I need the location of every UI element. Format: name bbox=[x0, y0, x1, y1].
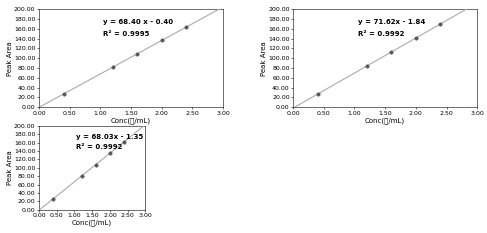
Text: y = 68.40 x - 0.40: y = 68.40 x - 0.40 bbox=[103, 19, 173, 25]
Point bbox=[92, 163, 100, 167]
Text: y = 68.03x - 1.35: y = 68.03x - 1.35 bbox=[76, 134, 144, 140]
Text: R² = 0.9992: R² = 0.9992 bbox=[76, 144, 123, 150]
Y-axis label: Peak Area: Peak Area bbox=[7, 150, 13, 185]
Point bbox=[183, 25, 190, 29]
Point bbox=[412, 36, 420, 40]
Point bbox=[120, 140, 128, 144]
Point bbox=[49, 197, 57, 201]
Point bbox=[106, 151, 114, 155]
X-axis label: Conc(㎜/mL): Conc(㎜/mL) bbox=[111, 117, 151, 124]
Point bbox=[59, 92, 67, 96]
Point bbox=[109, 65, 116, 69]
Text: R² = 0.9992: R² = 0.9992 bbox=[357, 31, 404, 37]
Point bbox=[314, 92, 321, 96]
Point bbox=[158, 39, 166, 42]
X-axis label: Conc(㎜/mL): Conc(㎜/mL) bbox=[72, 219, 112, 226]
Y-axis label: Peak Area: Peak Area bbox=[261, 41, 267, 76]
Text: R² = 0.9995: R² = 0.9995 bbox=[103, 31, 150, 37]
Point bbox=[436, 22, 444, 26]
Point bbox=[77, 174, 85, 178]
Point bbox=[388, 50, 395, 54]
X-axis label: Conc(㎜/mL): Conc(㎜/mL) bbox=[365, 117, 405, 124]
Text: y = 71.62x - 1.84: y = 71.62x - 1.84 bbox=[357, 19, 425, 25]
Point bbox=[363, 64, 371, 68]
Point bbox=[133, 52, 141, 56]
Y-axis label: Peak Area: Peak Area bbox=[7, 41, 13, 76]
